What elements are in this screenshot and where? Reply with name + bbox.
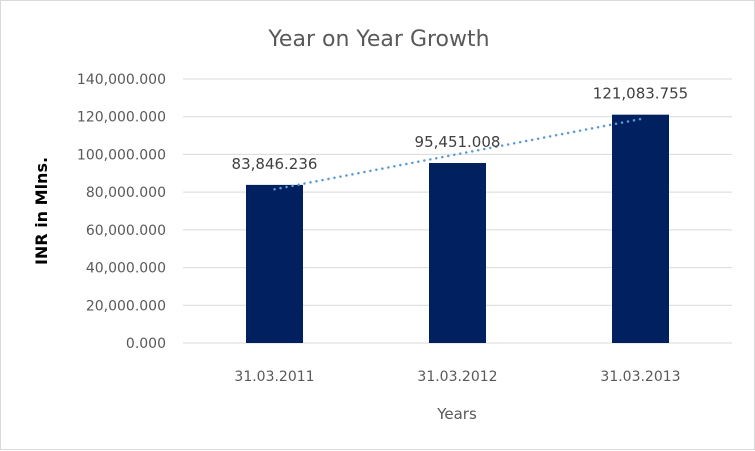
y-tick-label: 60,000.000 (86, 223, 166, 239)
bar (246, 184, 303, 343)
x-tick-label: 31.03.2012 (417, 369, 497, 385)
x-tick-label: 31.03.2011 (234, 369, 314, 385)
y-tick-label: 40,000.000 (86, 261, 166, 277)
y-tick-label: 100,000.000 (77, 147, 166, 163)
data-label: 95,451.008 (415, 133, 501, 151)
y-tick-label: 120,000.000 (77, 110, 166, 126)
data-label: 83,846.236 (232, 155, 318, 173)
y-axis-title: INR in Mlns. (32, 157, 51, 265)
x-tick-label: 31.03.2013 (600, 369, 680, 385)
trendline (273, 117, 642, 191)
bar (612, 114, 669, 344)
y-tick-label: 0.000 (126, 336, 166, 352)
chart-title: Year on Year Growth (267, 27, 489, 52)
x-axis-title: Years (436, 405, 477, 423)
bar (429, 163, 486, 343)
data-label: 121,083.755 (593, 85, 688, 103)
y-tick-label: 140,000.000 (77, 72, 166, 88)
y-tick-label: 20,000.000 (86, 298, 166, 314)
y-tick-label: 80,000.000 (86, 185, 166, 201)
